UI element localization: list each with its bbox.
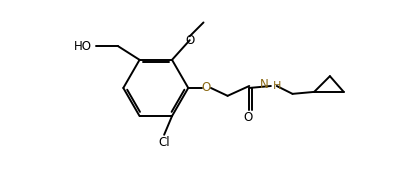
Text: O: O <box>185 34 195 47</box>
Text: O: O <box>201 81 210 94</box>
Text: HO: HO <box>74 40 92 52</box>
Text: O: O <box>244 111 253 124</box>
Text: Cl: Cl <box>158 136 170 149</box>
Text: N: N <box>260 77 269 90</box>
Text: H: H <box>273 81 281 91</box>
